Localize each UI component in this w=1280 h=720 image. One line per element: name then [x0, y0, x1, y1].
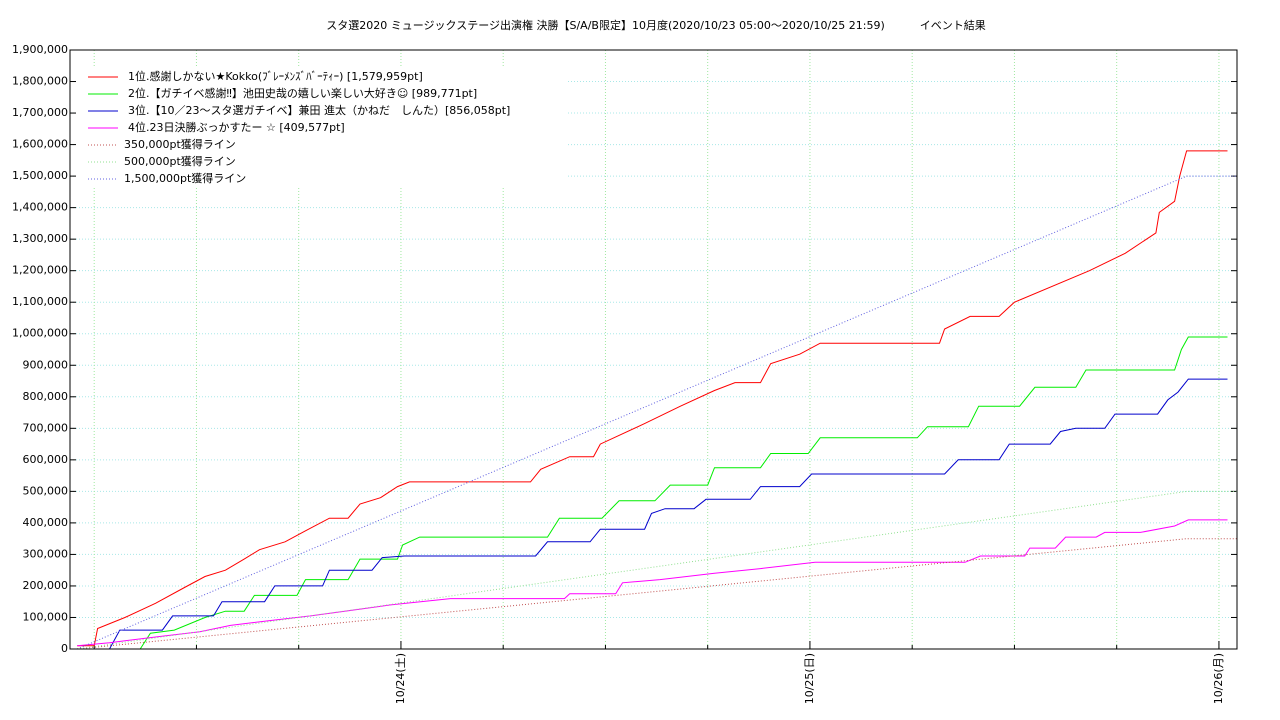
y-tick-label: 1,400,000 [12, 201, 68, 214]
legend-label: 500,000pt獲得ライン [124, 155, 236, 168]
y-tick-label: 800,000 [23, 390, 69, 403]
y-tick-label: 300,000 [23, 547, 69, 560]
y-tick-label: 600,000 [23, 453, 69, 466]
series-line [77, 519, 1228, 647]
y-tick-label: 1,200,000 [12, 264, 68, 277]
x-tick-label: 10/24(土) [394, 653, 407, 704]
legend-label: 1,500,000pt獲得ライン [124, 172, 246, 185]
legend-label: 3位.【10／23〜スタ選ガチイベ】兼田 進太（かねだ しんた）[856,058… [128, 103, 510, 117]
legend-label: 350,000pt獲得ライン [124, 138, 236, 151]
y-tick-label: 200,000 [23, 579, 69, 592]
series-line [77, 378, 1228, 650]
legend-label: 4位.23日決勝ぶっかすたー ☆ [409,577pt] [128, 120, 345, 134]
x-tick-label: 10/26(月) [1212, 653, 1225, 704]
y-tick-label: 0 [61, 642, 68, 655]
y-tick-label: 100,000 [23, 610, 69, 623]
plot-frame [69, 49, 1238, 650]
series-line [77, 175, 1237, 650]
y-tick-label: 1,600,000 [12, 138, 68, 151]
y-tick-label: 1,900,000 [12, 43, 68, 56]
y-tick-label: 900,000 [23, 358, 69, 371]
legend-label: 2位.【ガチイベ感謝‼】池田史哉の嬉しい楽しい大好き☺ [989,771pt] [128, 86, 477, 100]
chart-title: スタ選2020 ミュージックステージ出演権 決勝【S/A/B限定】10月度(20… [326, 18, 985, 32]
y-tick-label: 1,100,000 [12, 295, 68, 308]
y-tick-label: 500,000 [23, 484, 69, 497]
x-tick-label: 10/25(日) [803, 653, 816, 704]
y-tick-label: 1,300,000 [12, 232, 68, 245]
y-tick-label: 1,800,000 [12, 75, 68, 88]
y-tick-label: 1,000,000 [12, 327, 68, 340]
y-tick-label: 400,000 [23, 516, 69, 529]
series-line [77, 336, 1228, 650]
y-tick-label: 700,000 [23, 421, 69, 434]
legend-box [76, 68, 566, 188]
legend-label: 1位.感謝しかない★Kokko(ﾌﾞﾚｰﾒﾝｽﾞﾊﾞｰﾃｨｰ) [1,579,9… [128, 69, 423, 83]
y-tick-label: 1,500,000 [12, 169, 68, 182]
y-tick-label: 1,700,000 [12, 106, 68, 119]
series-line [77, 150, 1228, 647]
